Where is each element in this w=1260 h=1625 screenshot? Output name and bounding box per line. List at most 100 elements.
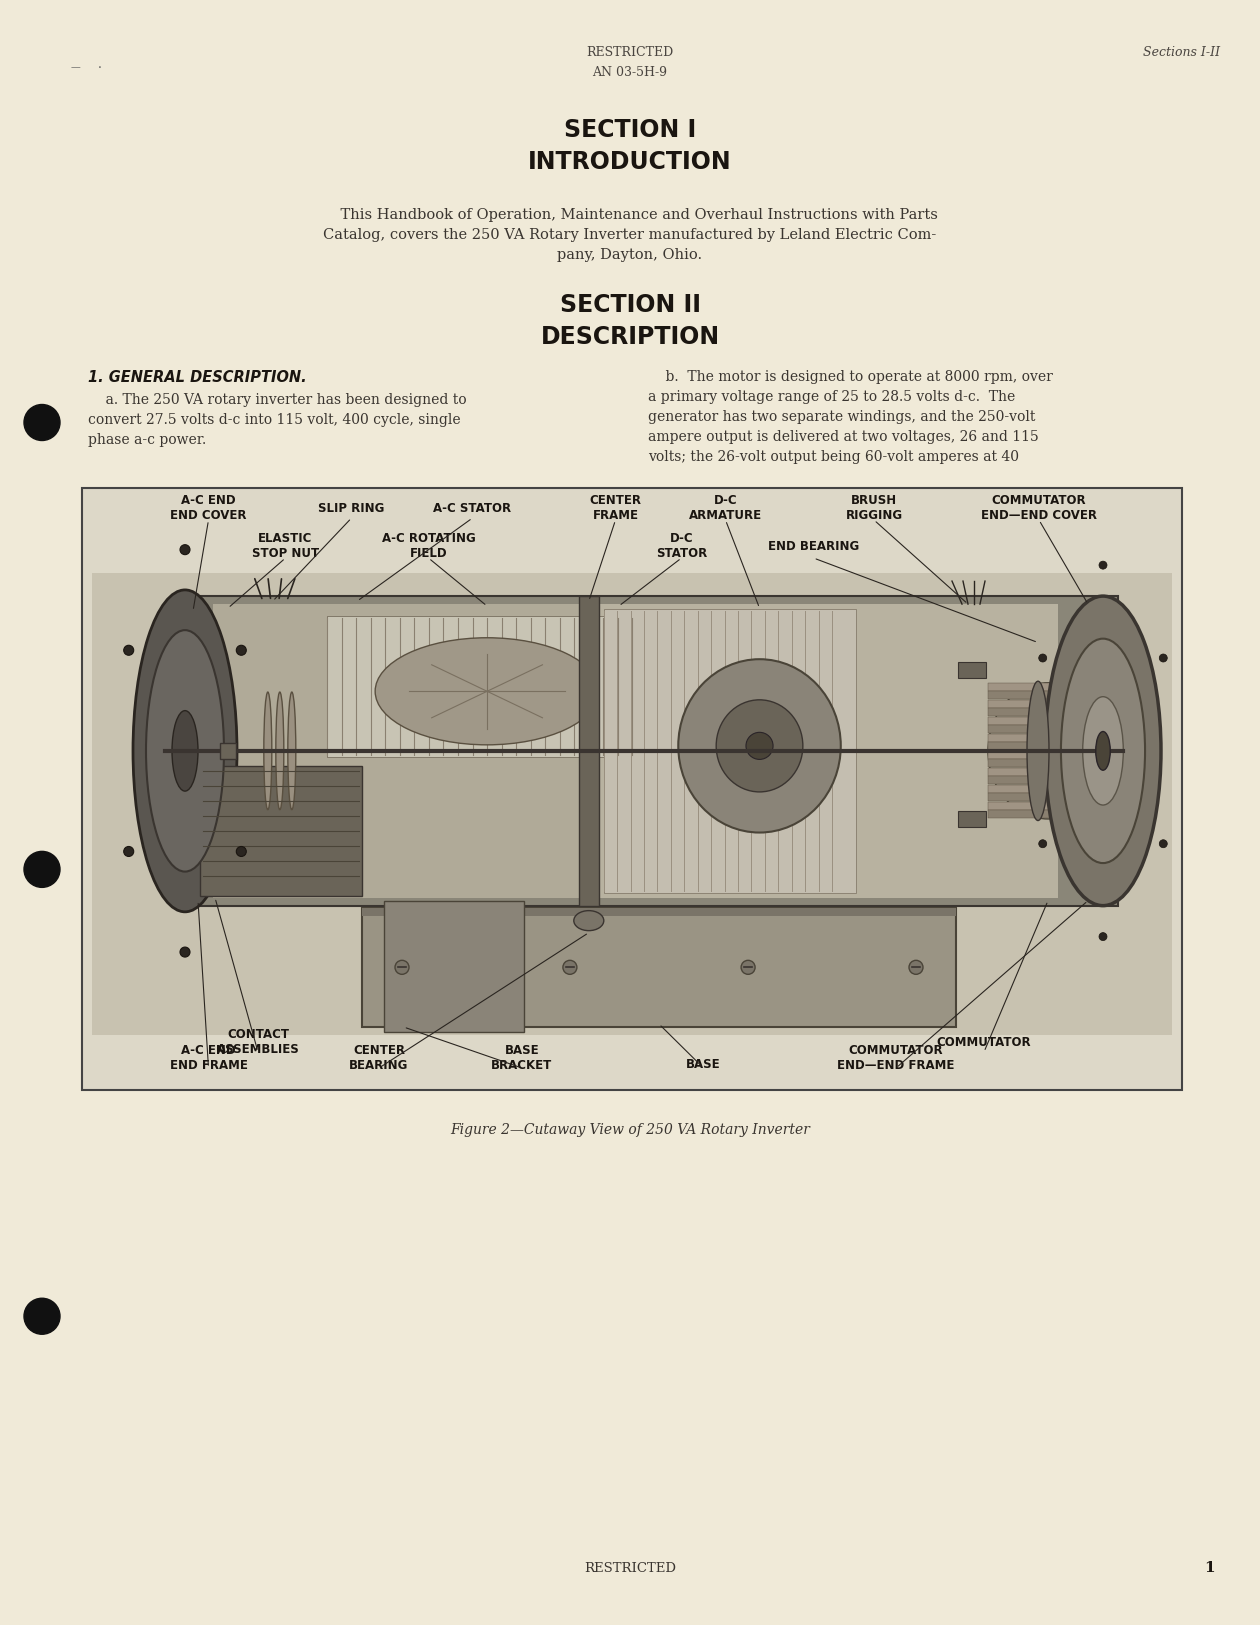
Text: END BEARING: END BEARING	[767, 540, 859, 552]
Text: A-C END
END FRAME: A-C END END FRAME	[170, 1043, 247, 1072]
Text: BASE: BASE	[687, 1058, 721, 1071]
Bar	[383, 900, 524, 1032]
Bar	[598, 604, 1058, 897]
Bar	[988, 811, 1108, 819]
Bar	[988, 725, 1108, 733]
Text: volts; the 26-volt output being 60-volt amperes at 40: volts; the 26-volt output being 60-volt …	[648, 450, 1019, 465]
Ellipse shape	[237, 847, 246, 856]
Text: SECTION II: SECTION II	[559, 292, 701, 317]
Text: ·: ·	[98, 62, 102, 75]
Text: 1: 1	[1205, 1562, 1215, 1575]
Ellipse shape	[123, 847, 134, 856]
Text: ELASTIC
STOP NUT: ELASTIC STOP NUT	[252, 531, 319, 561]
Bar	[988, 717, 1108, 725]
Circle shape	[394, 960, 410, 975]
Ellipse shape	[1099, 933, 1108, 941]
Bar	[988, 769, 1108, 775]
Ellipse shape	[287, 692, 296, 809]
Ellipse shape	[263, 692, 272, 809]
Text: A-C ROTATING
FIELD: A-C ROTATING FIELD	[382, 531, 475, 561]
Ellipse shape	[180, 947, 190, 957]
Ellipse shape	[237, 645, 246, 655]
Bar	[988, 700, 1108, 708]
Ellipse shape	[746, 733, 774, 759]
Circle shape	[563, 960, 577, 975]
Bar	[988, 759, 1108, 767]
Text: SLIP RING: SLIP RING	[319, 502, 384, 515]
Text: a. The 250 VA rotary inverter has been designed to: a. The 250 VA rotary inverter has been d…	[88, 393, 466, 406]
Text: AN 03-5H-9: AN 03-5H-9	[592, 65, 668, 78]
Circle shape	[24, 852, 60, 887]
Text: Figure 2—Cutaway View of 250 VA Rotary Inverter: Figure 2—Cutaway View of 250 VA Rotary I…	[450, 1123, 810, 1138]
Ellipse shape	[180, 544, 190, 554]
Ellipse shape	[1096, 731, 1110, 770]
Text: RESTRICTED: RESTRICTED	[586, 46, 674, 58]
Bar	[988, 734, 1108, 743]
Circle shape	[741, 960, 755, 975]
Text: b.  The motor is designed to operate at 8000 rpm, over: b. The motor is designed to operate at 8…	[648, 370, 1053, 383]
Bar	[213, 604, 670, 897]
Bar	[604, 609, 857, 892]
Text: RESTRICTED: RESTRICTED	[583, 1562, 677, 1575]
Text: INTRODUCTION: INTRODUCTION	[528, 150, 732, 174]
Circle shape	[908, 960, 924, 975]
Ellipse shape	[573, 910, 604, 931]
Text: D-C
ARMATURE: D-C ARMATURE	[689, 494, 762, 522]
Text: DESCRIPTION: DESCRIPTION	[541, 325, 719, 349]
Bar	[958, 811, 987, 827]
Text: COMMUTATOR: COMMUTATOR	[936, 1035, 1032, 1048]
Bar	[200, 767, 362, 895]
Ellipse shape	[678, 660, 840, 832]
Bar	[988, 708, 1108, 717]
Bar	[988, 691, 1108, 699]
Text: CENTER
BEARING: CENTER BEARING	[349, 1043, 408, 1072]
Text: COMMUTATOR
END—END FRAME: COMMUTATOR END—END FRAME	[838, 1043, 955, 1072]
Text: Sections I-II: Sections I-II	[1143, 46, 1220, 58]
Text: pany, Dayton, Ohio.: pany, Dayton, Ohio.	[557, 249, 703, 262]
Ellipse shape	[134, 590, 237, 912]
Bar	[362, 908, 956, 915]
Bar	[220, 743, 236, 759]
Ellipse shape	[716, 700, 803, 791]
Ellipse shape	[123, 645, 134, 655]
Bar	[92, 574, 1172, 1035]
Text: BRUSH
RIGGING: BRUSH RIGGING	[845, 494, 902, 522]
Ellipse shape	[276, 692, 284, 809]
Bar	[328, 616, 646, 757]
Bar	[173, 596, 1118, 905]
Text: A-C STATOR: A-C STATOR	[433, 502, 512, 515]
Ellipse shape	[1027, 681, 1050, 821]
Bar	[988, 682, 1108, 691]
Text: a primary voltage range of 25 to 28.5 volts d-c.  The: a primary voltage range of 25 to 28.5 vo…	[648, 390, 1016, 405]
Ellipse shape	[1038, 653, 1047, 661]
Bar	[362, 908, 956, 1027]
Bar	[988, 785, 1108, 793]
Bar	[988, 743, 1108, 751]
Text: —: —	[71, 63, 79, 73]
Text: ampere output is delivered at two voltages, 26 and 115: ampere output is delivered at two voltag…	[648, 431, 1038, 444]
Bar	[578, 596, 598, 905]
Ellipse shape	[1045, 596, 1160, 905]
Text: BASE
BRACKET: BASE BRACKET	[491, 1043, 553, 1072]
Text: CENTER
FRAME: CENTER FRAME	[590, 494, 641, 522]
Circle shape	[24, 1298, 60, 1334]
Circle shape	[24, 405, 60, 440]
Ellipse shape	[1082, 697, 1124, 804]
Text: CONTACT
ASSEMBLIES: CONTACT ASSEMBLIES	[217, 1029, 300, 1056]
Ellipse shape	[1061, 639, 1145, 863]
Bar	[82, 488, 1182, 1090]
Bar	[988, 793, 1108, 801]
Ellipse shape	[1159, 840, 1167, 848]
Text: SECTION I: SECTION I	[564, 119, 696, 141]
Text: D-C
STATOR: D-C STATOR	[656, 531, 707, 561]
Text: COMMUTATOR
END—END COVER: COMMUTATOR END—END COVER	[982, 494, 1097, 522]
Bar	[988, 777, 1108, 785]
Ellipse shape	[1038, 840, 1047, 848]
Text: A-C END
END COVER: A-C END END COVER	[170, 494, 247, 522]
Text: generator has two separate windings, and the 250-volt: generator has two separate windings, and…	[648, 410, 1036, 424]
Ellipse shape	[1099, 561, 1108, 569]
Text: convert 27.5 volts d-c into 115 volt, 400 cycle, single: convert 27.5 volts d-c into 115 volt, 40…	[88, 413, 461, 427]
Ellipse shape	[1159, 653, 1167, 661]
Ellipse shape	[173, 710, 198, 791]
Text: 1. GENERAL DESCRIPTION.: 1. GENERAL DESCRIPTION.	[88, 370, 306, 385]
